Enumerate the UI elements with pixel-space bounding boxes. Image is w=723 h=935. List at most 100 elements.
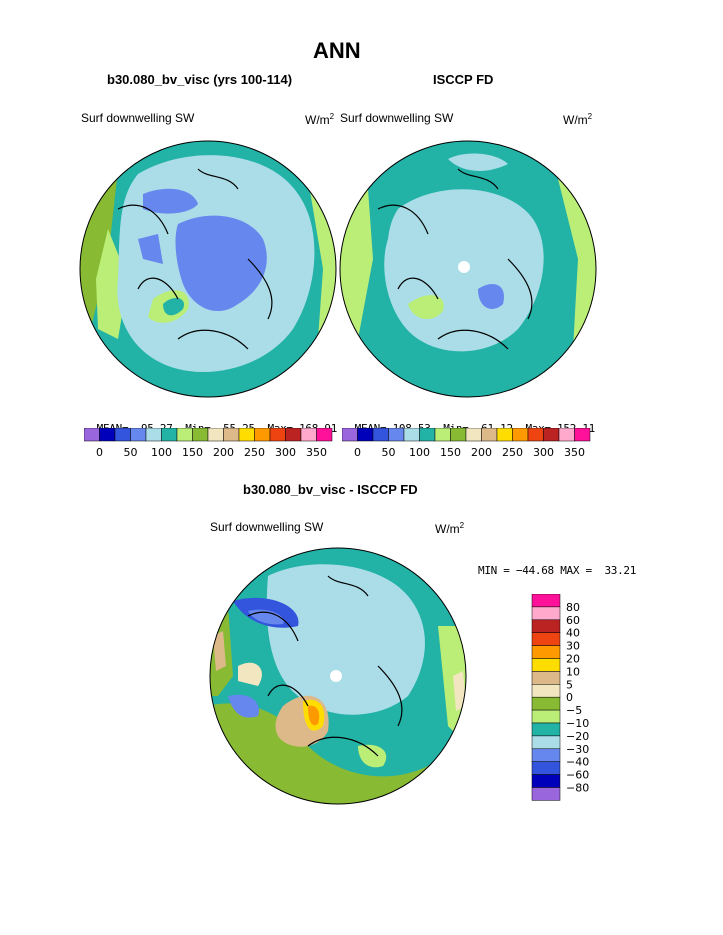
panel2-units-sup: 2 [587, 112, 593, 121]
colorbar-swatch [531, 735, 561, 750]
colorbar-tick-label: −40 [566, 756, 589, 769]
colorbar-swatch [481, 428, 498, 442]
obs-polar-map [339, 140, 597, 398]
colorbar-tick-label: 60 [566, 614, 580, 627]
diff-units-text: W/m [435, 522, 460, 536]
panel1-units: W/m2 [305, 112, 334, 127]
panel1-variable-label: Surf downwelling SW [81, 111, 195, 125]
colorbar-tick-label: 100 [409, 446, 430, 458]
colorbar-swatch [300, 428, 317, 442]
diff-subtitle: b30.080_bv_visc - ISCCP FD [243, 482, 418, 497]
colorbar-swatch [419, 428, 436, 442]
colorbar-tick-label: 50 [124, 446, 138, 458]
pole-hole [458, 261, 470, 273]
colorbar-swatch [285, 428, 302, 442]
colorbar-tick-label: 200 [213, 446, 234, 458]
panel2-subtitle: ISCCP FD [433, 72, 494, 87]
colorbar-swatch [531, 684, 561, 698]
colorbar-swatch [450, 428, 467, 442]
colorbar-swatch [496, 428, 513, 442]
colorbar-tick-label: 50 [382, 446, 396, 458]
colorbar-swatch [84, 428, 100, 442]
page-title: ANN [313, 38, 361, 63]
colorbar-swatch [531, 606, 561, 621]
colorbar-swatch [574, 428, 591, 442]
colorbar-swatch [434, 428, 451, 442]
colorbar-tick-label: 20 [566, 653, 580, 666]
colorbar-tick-label: 0 [566, 691, 573, 704]
colorbar-tick-label: −20 [566, 730, 589, 743]
colorbar-swatch [531, 645, 561, 659]
panel2-units: W/m2 [563, 112, 592, 127]
colorbar-swatch [357, 428, 374, 442]
colorbar-swatch [316, 428, 333, 442]
colorbar-swatch [531, 594, 561, 608]
diff-units-sup: 2 [459, 521, 465, 530]
colorbar-tick-label: 200 [471, 446, 492, 458]
colorbar-swatch [543, 428, 560, 442]
colorbar-tick-label: 5 [566, 678, 573, 691]
colorbar-swatch [130, 428, 147, 442]
colorbar-tick-label: 150 [182, 446, 203, 458]
panel2-variable-label: Surf downwelling SW [340, 111, 454, 125]
colorbar-swatch [176, 428, 193, 442]
panel1-colorbar: 0 50 100 150 200 250 300 350 [84, 428, 333, 458]
colorbar-swatch [531, 709, 561, 724]
colorbar-swatch [527, 428, 544, 442]
colorbar-tick-label: 30 [566, 640, 580, 653]
panel2-units-text: W/m [563, 113, 588, 127]
colorbar-swatch [512, 428, 529, 442]
panel1-units-sup: 2 [329, 112, 335, 121]
diff-minmax: MIN = −44.68 MAX = 33.21 [478, 564, 637, 577]
colorbar-swatch [531, 748, 561, 762]
panel2-colorbar: 0 50 100 150 200 250 300 350 [342, 428, 591, 458]
diff-units: W/m2 [435, 521, 464, 536]
colorbar-tick-label: 300 [533, 446, 554, 458]
colorbar-swatch [207, 428, 224, 442]
colorbar-tick-label: 40 [566, 627, 580, 640]
colorbar-swatch [531, 619, 561, 633]
coastline [117, 168, 273, 350]
colorbar-swatch [531, 774, 561, 788]
colorbar-tick-label: 350 [564, 446, 585, 458]
colorbar-swatch [99, 428, 116, 442]
colorbar-swatch [161, 428, 178, 442]
colorbar-swatch [531, 761, 561, 775]
colorbar-tick-label: 350 [306, 446, 327, 458]
colorbar-tick-label: 10 [566, 665, 580, 678]
diff-variable-label: Surf downwelling SW [210, 520, 324, 534]
colorbar-swatch [372, 428, 389, 442]
colorbar-tick-label: 150 [440, 446, 461, 458]
colorbar-tick-label: 100 [151, 446, 172, 458]
colorbar-swatch [388, 428, 405, 442]
difference-polar-map [209, 547, 467, 805]
colorbar-swatch [558, 428, 575, 442]
colorbar-swatch [114, 428, 131, 442]
colorbar-swatch [254, 428, 271, 442]
colorbar-tick-label: −10 [566, 717, 589, 730]
colorbar-tick-label: −5 [566, 704, 582, 717]
colorbar-tick-label: −60 [566, 769, 589, 782]
colorbar-swatch [238, 428, 255, 442]
blue-region [175, 215, 267, 312]
panel1-units-text: W/m [305, 113, 330, 127]
colorbar-swatch [531, 671, 561, 685]
colorbar-swatch [531, 696, 561, 711]
colorbar-swatch [403, 428, 420, 442]
colorbar-swatch [531, 658, 561, 672]
colorbar-swatch [531, 632, 561, 646]
colorbar-swatch [223, 428, 240, 442]
colorbar-tick-label: 300 [275, 446, 296, 458]
colorbar-tick-label: 250 [244, 446, 265, 458]
colorbar-tick-label: 80 [566, 601, 580, 614]
colorbar-swatch [531, 787, 561, 801]
colorbar-swatch [342, 428, 358, 442]
panel1-subtitle: b30.080_bv_visc (yrs 100-114) [107, 72, 293, 87]
colorbar-tick-label: 250 [502, 446, 523, 458]
colorbar-swatch [192, 428, 209, 442]
model-polar-map [79, 140, 337, 398]
colorbar-tick-label: 0 [96, 446, 103, 458]
colorbar-swatch [531, 722, 561, 737]
colorbar-tick-label: 0 [354, 446, 361, 458]
